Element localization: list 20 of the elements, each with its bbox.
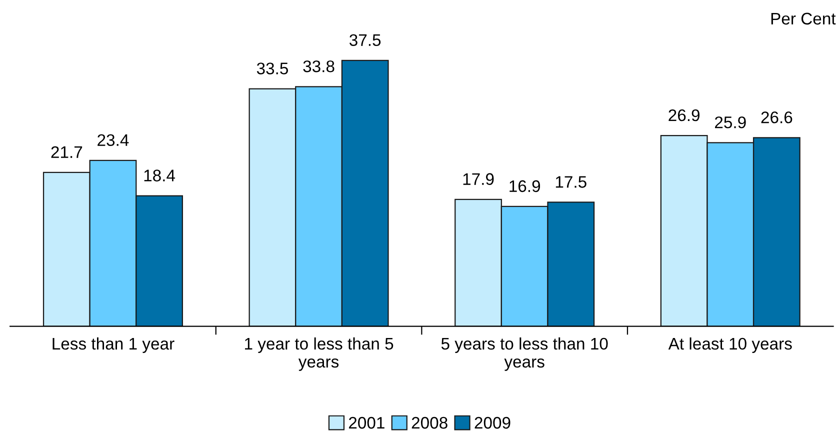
data-label: 23.4 [98, 134, 129, 146]
legend-label: 2008 [412, 416, 448, 429]
x-tick-label: Less than 1 year [52, 337, 174, 353]
x-tick-label: At least 10 years [668, 337, 792, 353]
data-label: 37.5 [350, 34, 381, 46]
data-label: 17.9 [463, 173, 494, 185]
x-tick-label: 5 years to less than 10 years [441, 337, 608, 371]
data-label: 33.5 [256, 62, 288, 74]
legend-label: 2009 [474, 416, 510, 429]
x-tick-label: 1 year to less than 5 years [245, 337, 394, 371]
data-label: 16.9 [510, 180, 540, 192]
data-label: 21.7 [51, 146, 82, 158]
data-label: 18.4 [144, 170, 176, 182]
data-label: 17.5 [556, 176, 586, 188]
data-label: 33.8 [303, 60, 334, 72]
data-label: 26.6 [761, 112, 792, 124]
legend-label: 2001 [348, 416, 384, 429]
y-axis-title: Per Cent [771, 12, 836, 25]
data-label: 25.9 [715, 116, 746, 128]
data-label: 26.9 [668, 109, 700, 122]
